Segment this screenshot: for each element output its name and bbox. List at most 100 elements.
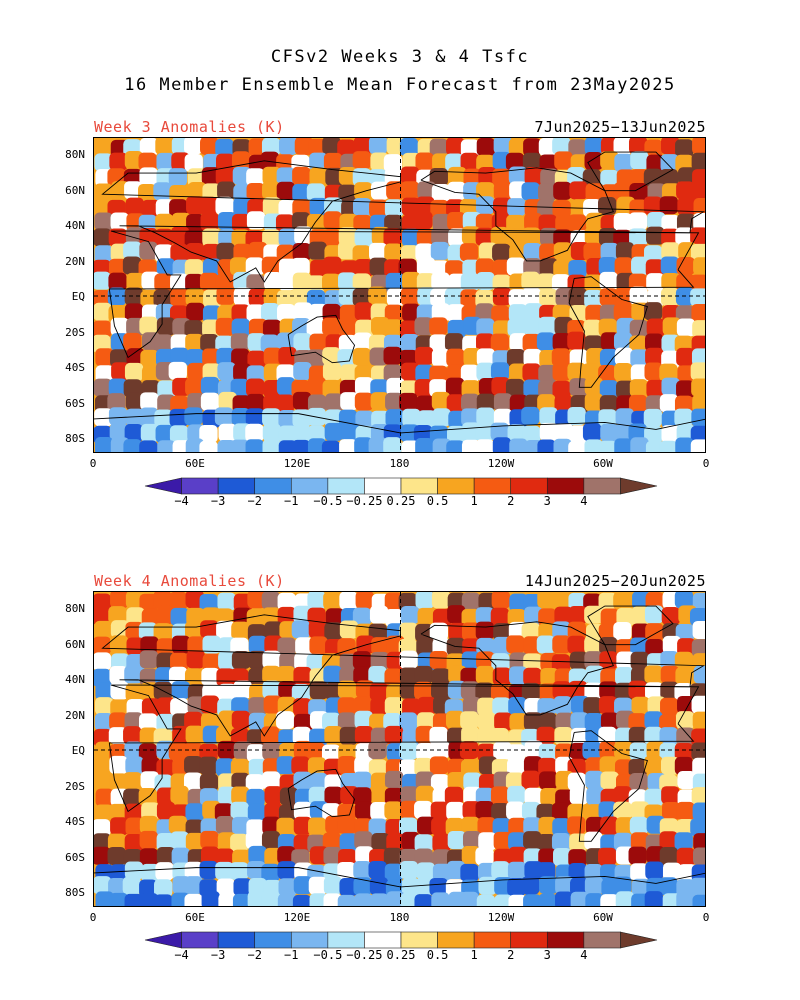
anomaly-cell [293,816,313,835]
anomaly-cell [690,288,705,307]
anomaly-cell [156,317,176,336]
anomaly-cell [677,771,696,790]
anomaly-cell [199,773,219,792]
anomaly-cell [353,787,372,806]
anomaly-cell [493,623,512,642]
anomaly-cell [323,846,342,865]
anomaly-cell [202,653,221,672]
anomaly-cell [582,423,602,442]
anomaly-cell [217,362,236,381]
anomaly-cell [140,893,159,906]
anomaly-cell [139,241,158,260]
anomaly-cell [186,213,205,233]
anomaly-cell [507,758,526,777]
anomaly-cell [415,364,434,383]
anomaly-cell [524,212,543,232]
colorbar-tick-label: −3 [210,494,226,508]
anomaly-cell [615,817,635,836]
anomaly-cell [630,832,650,851]
anomaly-cell [644,726,663,745]
anomaly-cell [676,256,695,276]
anomaly-cell [491,377,510,396]
anomaly-cell [677,197,696,216]
anomaly-cell [567,816,586,835]
anomaly-cell [217,740,237,759]
anomaly-cell [125,756,144,775]
anomaly-cell [476,651,495,670]
anomaly-cell [523,138,542,157]
anomaly-cell [291,439,311,452]
anomaly-cell [278,425,298,444]
anomaly-cell [340,364,359,383]
anomaly-cell [522,333,541,352]
anomaly-cell [217,181,236,200]
anomaly-cell [509,713,528,732]
anomaly-cell [476,138,496,156]
anomaly-cell [170,347,189,366]
anomaly-cell [276,303,296,323]
anomaly-cell [262,439,281,452]
anomaly-cell [661,214,680,233]
anomaly-cell [600,712,620,731]
anomaly-cell [415,725,434,744]
anomaly-cell [692,802,705,821]
anomaly-cell [691,408,705,427]
anomaly-cell [660,256,680,275]
anomaly-cell [613,832,633,851]
anomaly-cell [399,392,418,411]
anomaly-cell [122,256,142,275]
anomaly-cell [368,138,388,155]
anomaly-cell [690,274,705,293]
anomaly-cell [598,726,617,745]
anomaly-cell [339,439,358,452]
anomaly-cell [199,196,218,215]
anomaly-cell [199,756,218,775]
anomaly-cell [476,271,495,291]
anomaly-cell [231,697,250,716]
anomaly-cell [415,785,435,804]
anomaly-cell [308,817,327,836]
anomaly-cell [306,349,326,368]
anomaly-cell [309,681,328,700]
anomaly-cell [323,211,342,230]
anomaly-cell [293,302,313,321]
anomaly-cell [154,879,173,898]
anomaly-cell [339,833,358,852]
anomaly-cell [141,199,161,218]
anomaly-cell [416,862,435,881]
anomaly-cell [475,303,494,322]
anomaly-cell [184,755,203,775]
anomaly-cell [124,741,143,760]
anomaly-cell [537,199,556,218]
anomaly-cell [262,650,281,669]
anomaly-cell [123,241,142,260]
anomaly-cell [264,802,283,821]
anomaly-cell [354,228,373,247]
anomaly-cell [461,592,481,611]
anomaly-cell [414,665,433,684]
colorbar-swatch [254,477,292,495]
anomaly-cell [416,395,435,414]
anomaly-cell [692,894,705,906]
colorbar-swatch [583,931,621,949]
anomaly-cell [493,831,512,850]
anomaly-cell [537,439,556,452]
anomaly-cell [307,757,327,776]
anomaly-cell [677,638,696,657]
anomaly-cell [628,394,648,413]
anomaly-cell [291,212,311,231]
anomaly-cell [246,211,266,230]
anomaly-cell [202,258,222,277]
anomaly-cell [598,801,617,820]
anomaly-cell [169,184,188,204]
anomaly-cell [94,271,111,290]
anomaly-cell [354,801,374,820]
anomaly-cell [153,182,172,201]
anomaly-cell [109,635,129,654]
anomaly-cell [231,651,251,670]
colorbar-swatch [327,931,365,949]
anomaly-cell [185,592,204,609]
anomaly-cell [139,440,158,452]
anomaly-cell [95,682,114,701]
anomaly-cell [539,771,558,790]
